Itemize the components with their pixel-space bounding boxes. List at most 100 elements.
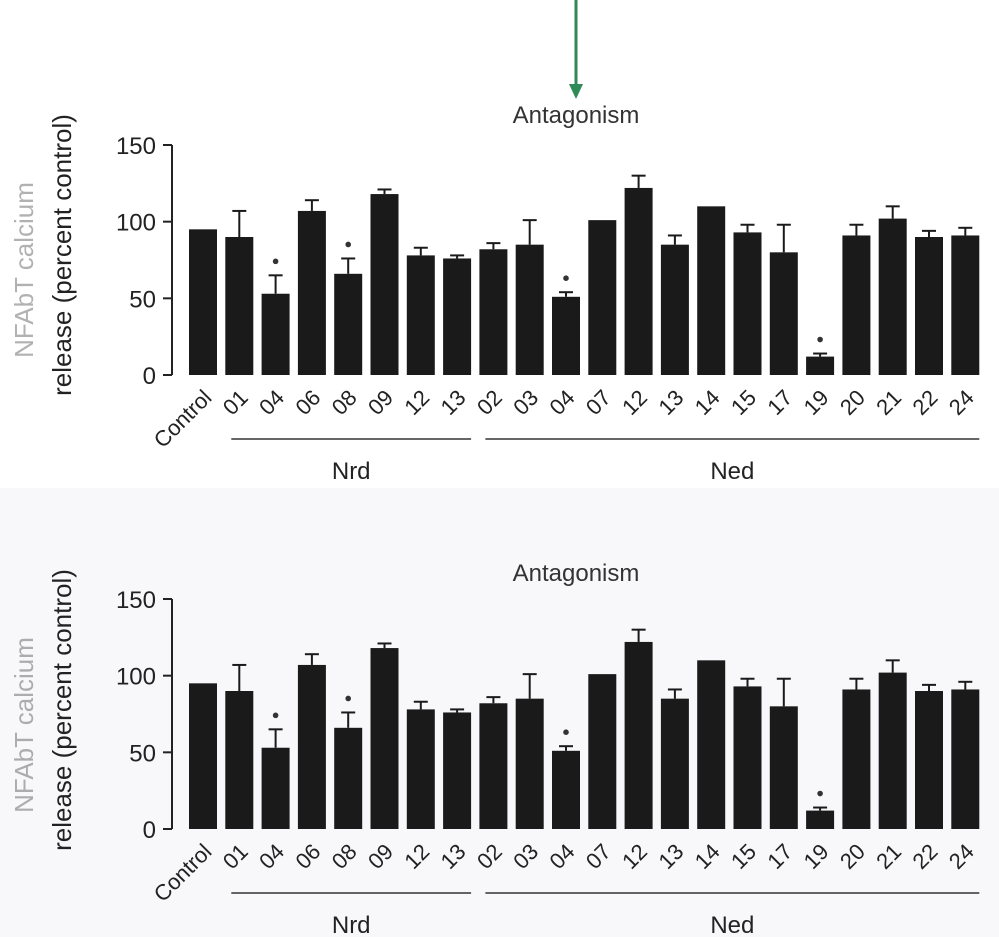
category-label: 09 xyxy=(363,385,398,420)
bar xyxy=(552,296,580,375)
group-label: Ned xyxy=(710,458,754,485)
category-label: 04 xyxy=(545,839,580,874)
y-axis-label-hidden: NFAbT calcium xyxy=(9,637,39,813)
bar xyxy=(189,683,217,829)
bar xyxy=(915,691,943,829)
bar xyxy=(261,747,290,829)
category-label: 24 xyxy=(944,839,979,874)
category-label: 12 xyxy=(617,839,652,874)
y-axis-label-hidden: NFAbT calcium xyxy=(9,182,39,358)
bar xyxy=(878,218,907,375)
bar xyxy=(479,703,508,829)
category-label: 04 xyxy=(545,385,580,420)
bar xyxy=(697,206,726,375)
group-label: Nrd xyxy=(332,912,371,937)
significance-marker xyxy=(345,241,352,248)
category-label: 19 xyxy=(799,839,834,874)
y-tick-label: 150 xyxy=(116,133,156,160)
category-label: 09 xyxy=(363,839,398,874)
y-tick-label: 100 xyxy=(116,664,156,691)
bar xyxy=(842,689,871,829)
bar xyxy=(842,235,871,375)
y-tick-label: 50 xyxy=(129,286,156,313)
category-label: 03 xyxy=(508,385,543,420)
bar xyxy=(370,648,399,829)
category-label: 20 xyxy=(835,839,870,874)
chart-title: Antagonism xyxy=(513,560,640,587)
category-label: 12 xyxy=(399,839,434,874)
bar xyxy=(878,672,907,829)
category-label: 21 xyxy=(871,385,906,420)
bar xyxy=(733,232,762,375)
category-label: 21 xyxy=(871,839,906,874)
bar xyxy=(733,686,762,829)
bar xyxy=(370,194,399,375)
bar xyxy=(769,252,798,375)
category-label: 06 xyxy=(290,839,325,874)
category-label: 01 xyxy=(218,839,253,874)
category-label: 22 xyxy=(908,839,943,874)
category-label: 01 xyxy=(218,385,253,420)
bar xyxy=(769,706,798,829)
bar xyxy=(225,691,254,829)
chart-bottom: NFAbT calcium release (percent control) … xyxy=(9,560,980,937)
significance-marker xyxy=(563,275,569,282)
y-tick-label: 100 xyxy=(116,210,156,237)
category-label: 24 xyxy=(944,385,979,420)
bar xyxy=(297,210,326,375)
bar xyxy=(951,235,980,375)
significance-marker xyxy=(817,336,823,343)
category-label: 15 xyxy=(726,839,761,874)
bar xyxy=(334,273,363,375)
category-label: 02 xyxy=(472,385,507,420)
category-label: Control xyxy=(149,385,217,453)
category-label: 13 xyxy=(436,385,471,420)
category-label: 17 xyxy=(762,385,797,420)
bar xyxy=(806,356,835,375)
bar xyxy=(334,727,363,829)
group-label: Ned xyxy=(710,912,754,937)
bar xyxy=(297,664,326,829)
bar xyxy=(479,249,508,375)
category-label: 13 xyxy=(653,385,688,420)
y-tick-label: 0 xyxy=(143,363,156,390)
bar xyxy=(406,255,435,375)
category-label: 03 xyxy=(508,839,543,874)
chart-top: NFAbT calcium release (percent control) … xyxy=(9,102,980,485)
category-label: 08 xyxy=(327,385,362,420)
category-label: Control xyxy=(149,839,217,907)
y-tick-label: 150 xyxy=(116,587,156,614)
category-label: 20 xyxy=(835,385,870,420)
category-label: 07 xyxy=(581,385,616,420)
category-label: 22 xyxy=(908,385,943,420)
category-label: 19 xyxy=(799,385,834,420)
significance-marker xyxy=(272,712,279,719)
significance-marker xyxy=(563,729,569,735)
category-label: 13 xyxy=(653,839,688,874)
significance-marker xyxy=(345,695,352,702)
bar xyxy=(189,229,217,375)
category-label: 12 xyxy=(399,385,434,420)
bar xyxy=(915,237,943,375)
significance-marker xyxy=(817,790,823,797)
significance-marker xyxy=(272,258,279,265)
bar xyxy=(588,220,617,375)
y-axis-label: release (percent control) xyxy=(47,114,77,396)
category-label: 14 xyxy=(690,385,725,420)
y-tick-label: 50 xyxy=(129,740,156,767)
bar xyxy=(660,698,689,829)
bar xyxy=(406,709,435,829)
category-label: 04 xyxy=(254,385,289,420)
category-label: 14 xyxy=(690,839,725,874)
group-label: Nrd xyxy=(332,458,371,485)
category-label: 06 xyxy=(290,385,325,420)
bar xyxy=(951,689,980,829)
bar xyxy=(261,293,290,375)
y-axis-label: release (percent control) xyxy=(47,569,77,851)
bar xyxy=(588,674,617,829)
category-label: 02 xyxy=(472,839,507,874)
category-label: 13 xyxy=(436,839,471,874)
bar xyxy=(624,187,653,375)
category-label: 17 xyxy=(762,839,797,874)
